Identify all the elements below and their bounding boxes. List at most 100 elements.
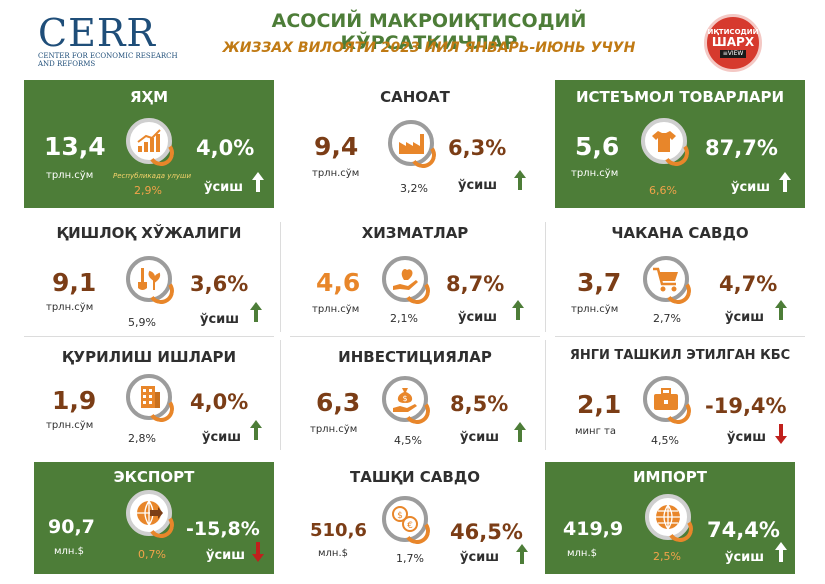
- tile-value: 6,3: [316, 388, 361, 417]
- up-arrow-icon: [250, 302, 262, 322]
- tile-share: 1,7%: [396, 552, 424, 565]
- tile-value: 5,6: [575, 132, 620, 161]
- tile-share: 2,9%: [134, 184, 162, 197]
- tile-value: 13,4: [44, 132, 106, 161]
- down-arrow-icon: [775, 424, 787, 444]
- tile-value: 3,7: [577, 268, 622, 297]
- globe-import-icon: [645, 494, 691, 540]
- tile-chakana: ЧАКАНА САВДО 3,7 трлн.сўм 2,7% 4,7% ўсиш: [555, 216, 805, 334]
- growth-label: ўсиш: [725, 550, 765, 565]
- growth-label: ўсиш: [206, 548, 246, 563]
- growth-label: ўсиш: [460, 550, 500, 565]
- tile-growth-pct: 4,0%: [196, 136, 255, 160]
- tile-value: 1,9: [52, 386, 97, 415]
- tile-share: 6,6%: [649, 184, 677, 197]
- badge-main-text: ШАРХ: [711, 35, 755, 49]
- divider: [280, 222, 281, 332]
- divider: [24, 336, 274, 337]
- tile-share: 2,1%: [390, 312, 418, 325]
- up-arrow-icon: [775, 300, 787, 320]
- growth-label: ўсиш: [458, 178, 498, 193]
- tile-unit: трлн.сўм: [571, 168, 619, 179]
- tile-share: 4,5%: [394, 434, 422, 447]
- page-title: АСОСИЙ МАКРОИҚТИСОДИЙ КЎРСАТКИЧЛАР: [271, 10, 587, 54]
- tile-import: ИМПОРТ 419,9 млн.$ 2,5% 74,4% ўсиш: [545, 462, 795, 574]
- tile-value: 90,7: [48, 516, 95, 538]
- tile-share: 0,7%: [138, 548, 166, 561]
- tile-share: 2,7%: [653, 312, 681, 325]
- tile-unit: млн.$: [318, 548, 349, 559]
- tile-invest: ИНВЕСТИЦИЯЛАР 6,3 трлн.сўм $ 4,5% 8,5% ў…: [290, 340, 540, 452]
- svg-text:$: $: [397, 511, 403, 521]
- badge-top-text: ИҚТИСОДИЙ: [707, 28, 759, 36]
- tile-unit: трлн.сўм: [46, 170, 94, 181]
- divider: [545, 340, 546, 450]
- tile-title: ТАШҚИ САВДО: [350, 468, 480, 486]
- up-arrow-icon: [514, 422, 526, 442]
- tile-unit: трлн.сўм: [571, 304, 619, 315]
- tile-title: ЭКСПОРТ: [113, 468, 195, 486]
- growth-label: ўсиш: [460, 430, 500, 445]
- tile-growth-pct: 8,5%: [450, 392, 509, 416]
- iqtisodiy-sharh-badge: ИҚТИСОДИЙ ШАРХ ≡VIEW: [704, 14, 762, 72]
- growth-label: ўсиш: [731, 180, 771, 195]
- header: CERR Center for Economic Research and Re…: [0, 0, 825, 74]
- tile-unit: минг та: [575, 426, 616, 437]
- tile-value: 510,6: [310, 520, 367, 541]
- plant-shovel-icon: [126, 256, 172, 302]
- up-arrow-icon: [516, 544, 528, 564]
- up-arrow-icon: [775, 542, 787, 562]
- tile-title: ЯНГИ ТАШКИЛ ЭТИЛГАН КБС: [569, 348, 791, 363]
- shopping-cart-icon: [643, 256, 689, 302]
- tile-value: 9,4: [314, 132, 359, 161]
- currency-exchange-icon: $ €: [382, 496, 428, 542]
- logo-word: CERR: [38, 11, 157, 55]
- tile-growth-pct: 74,4%: [707, 518, 780, 542]
- growth-label: ўсиш: [204, 180, 244, 195]
- tile-unit: трлн.сўм: [46, 302, 94, 313]
- up-arrow-icon: [779, 172, 791, 192]
- growth-chart-icon: [126, 118, 172, 164]
- tile-growth-pct: 87,7%: [705, 136, 778, 160]
- tile-value: 9,1: [52, 268, 97, 297]
- divider: [290, 336, 540, 337]
- tile-growth-pct: 6,3%: [448, 136, 507, 160]
- page-subtitle: ЖИЗЗАХ ВИЛОЯТИ 2023 ЙИЛ ЯНВАРЬ-ИЮНЬ УЧУН: [222, 40, 636, 56]
- tile-unit: трлн.сўм: [310, 424, 358, 435]
- growth-label: ўсиш: [200, 312, 240, 327]
- tile-sanoat: САНОАТ 9,4 трлн.сўм 3,2% 6,3% ўсиш: [290, 80, 540, 208]
- badge-bottom-text: ≡VIEW: [719, 50, 747, 58]
- tile-title: САНОАТ: [380, 88, 450, 106]
- growth-label: ўсиш: [727, 430, 767, 445]
- money-bag-hand-icon: $: [382, 376, 428, 422]
- divider: [555, 336, 805, 337]
- tile-growth-pct: 3,6%: [190, 272, 249, 296]
- up-arrow-icon: [252, 172, 264, 192]
- up-arrow-icon: [250, 420, 262, 440]
- tile-title: ХИЗМАТЛАР: [361, 224, 469, 242]
- tile-eksport: ЭКСПОРТ 90,7 млн.$ 0,7% -15,8% ўсиш: [34, 462, 274, 574]
- tile-value: 2,1: [577, 390, 622, 419]
- tile-share: 2,5%: [653, 550, 681, 563]
- tile-growth-pct: 4,0%: [190, 390, 249, 414]
- building-icon: [126, 374, 172, 420]
- down-arrow-icon: [252, 542, 264, 562]
- tile-xizmat: ХИЗМАТЛАР 4,6 трлн.сўм 2,1% 8,7% ўсиш: [290, 216, 540, 334]
- growth-label: ўсиш: [458, 310, 498, 325]
- tile-share: 5,9%: [128, 316, 156, 329]
- share-note: Республикада улуши: [112, 172, 192, 180]
- growth-label: ўсиш: [725, 310, 765, 325]
- tile-growth-pct: 4,7%: [719, 272, 778, 296]
- up-arrow-icon: [514, 170, 526, 190]
- growth-label: ўсиш: [202, 430, 242, 445]
- tile-unit: трлн.сўм: [312, 304, 360, 315]
- logo-subtitle: Center for Economic Research and Reforms: [38, 52, 178, 68]
- tile-growth-pct: -19,4%: [705, 394, 787, 418]
- tile-title: ҚИШЛОҚ ХЎЖАЛИГИ: [56, 224, 242, 242]
- tile-title: ИСТЕЪМОЛ ТОВАРЛАРИ: [575, 88, 785, 106]
- tile-value: 419,9: [563, 518, 624, 540]
- tile-share: 4,5%: [651, 434, 679, 447]
- tile-yaim: ЯҲМ 13,4 трлн.сўм Республикада улуши 2,9…: [24, 80, 274, 208]
- tile-growth-pct: 46,5%: [450, 520, 523, 544]
- tile-isteymol: ИСТЕЪМОЛ ТОВАРЛАРИ 5,6 трлн.сўм 6,6% 87,…: [555, 80, 805, 208]
